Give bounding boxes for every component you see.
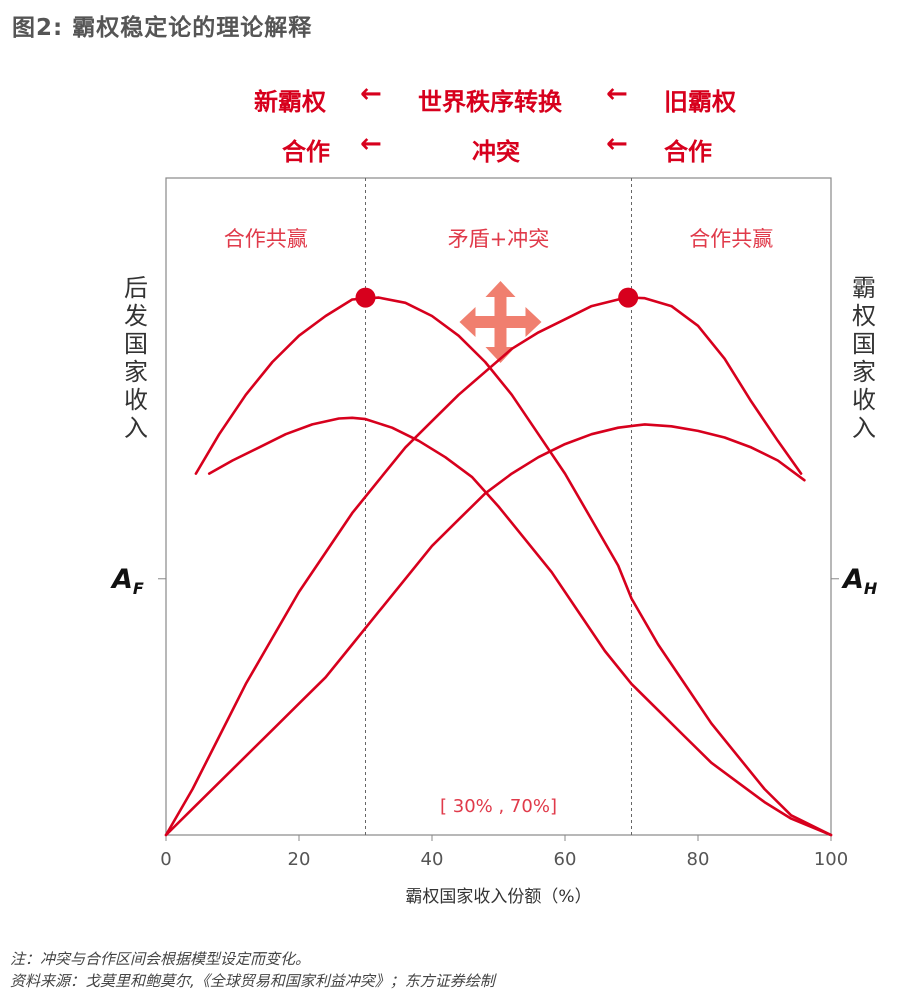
zone-label-3: 合作共赢 [689, 227, 773, 251]
four-way-arrow-icon [459, 281, 542, 363]
peak-point-1 [355, 287, 376, 308]
header-old-hegemon: 旧霸权 [664, 88, 736, 116]
x-tick-label: 0 [160, 849, 171, 870]
header-cooperation-left: 合作 [282, 138, 330, 166]
four-way-arrow-shape [459, 281, 542, 363]
header-cooperation-right: 合作 [664, 138, 712, 166]
x-tick-label: 80 [687, 849, 710, 870]
series-line-3 [164, 296, 803, 837]
header-new-hegemon: 新霸权 [254, 88, 326, 116]
header-arrow-left-1: ← [360, 79, 382, 109]
right-axis-label: 霸权国家收入 [852, 274, 876, 442]
right-y-tick-label: AH [841, 564, 878, 598]
header-arrow-left-4: ← [606, 129, 628, 159]
series-line-4 [164, 423, 806, 837]
series-line-1 [194, 296, 833, 837]
header-arrow-left-2: ← [606, 79, 628, 109]
figure-title: 图2: 霸权稳定论的理论解释 [12, 15, 313, 41]
x-tick-label: 20 [288, 849, 311, 870]
header-conflict: 冲突 [472, 138, 520, 166]
source-text: 资料来源：戈莫里和鲍莫尔,《全球贸易和国家利益冲突》；东方证券绘制 [10, 972, 495, 990]
x-tick-label: 100 [814, 849, 848, 870]
chart: 0 20 40 60 80 100 霸权国家收入份额（%） AF AH 合作共赢 矛盾+冲突 合作共赢… [110, 177, 878, 907]
x-axis-label: 霸权国家收入份额（%） [405, 887, 591, 907]
series-line-2 [207, 416, 833, 837]
x-tick-label: 40 [421, 849, 444, 870]
note-text: 注：冲突与合作区间会根据模型设定而变化。 [10, 950, 311, 968]
header-world-order: 世界秩序转换 [418, 88, 562, 116]
left-y-tick-label: AF [110, 564, 144, 598]
peak-point-2 [618, 287, 639, 308]
header-arrow-left-3: ← [360, 129, 382, 159]
zone-label-2: 矛盾+冲突 [448, 227, 550, 251]
x-tick-label: 60 [554, 849, 577, 870]
plot-frame [165, 177, 832, 836]
zone-label-1: 合作共赢 [224, 227, 308, 251]
left-axis-label: 后发国家收入 [124, 274, 148, 442]
interval-label: [ 30% , 70%] [440, 796, 557, 817]
